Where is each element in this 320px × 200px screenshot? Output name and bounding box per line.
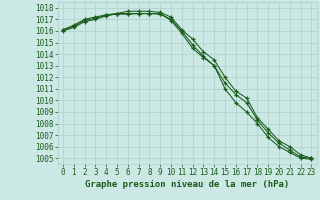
X-axis label: Graphe pression niveau de la mer (hPa): Graphe pression niveau de la mer (hPa) xyxy=(85,180,289,189)
